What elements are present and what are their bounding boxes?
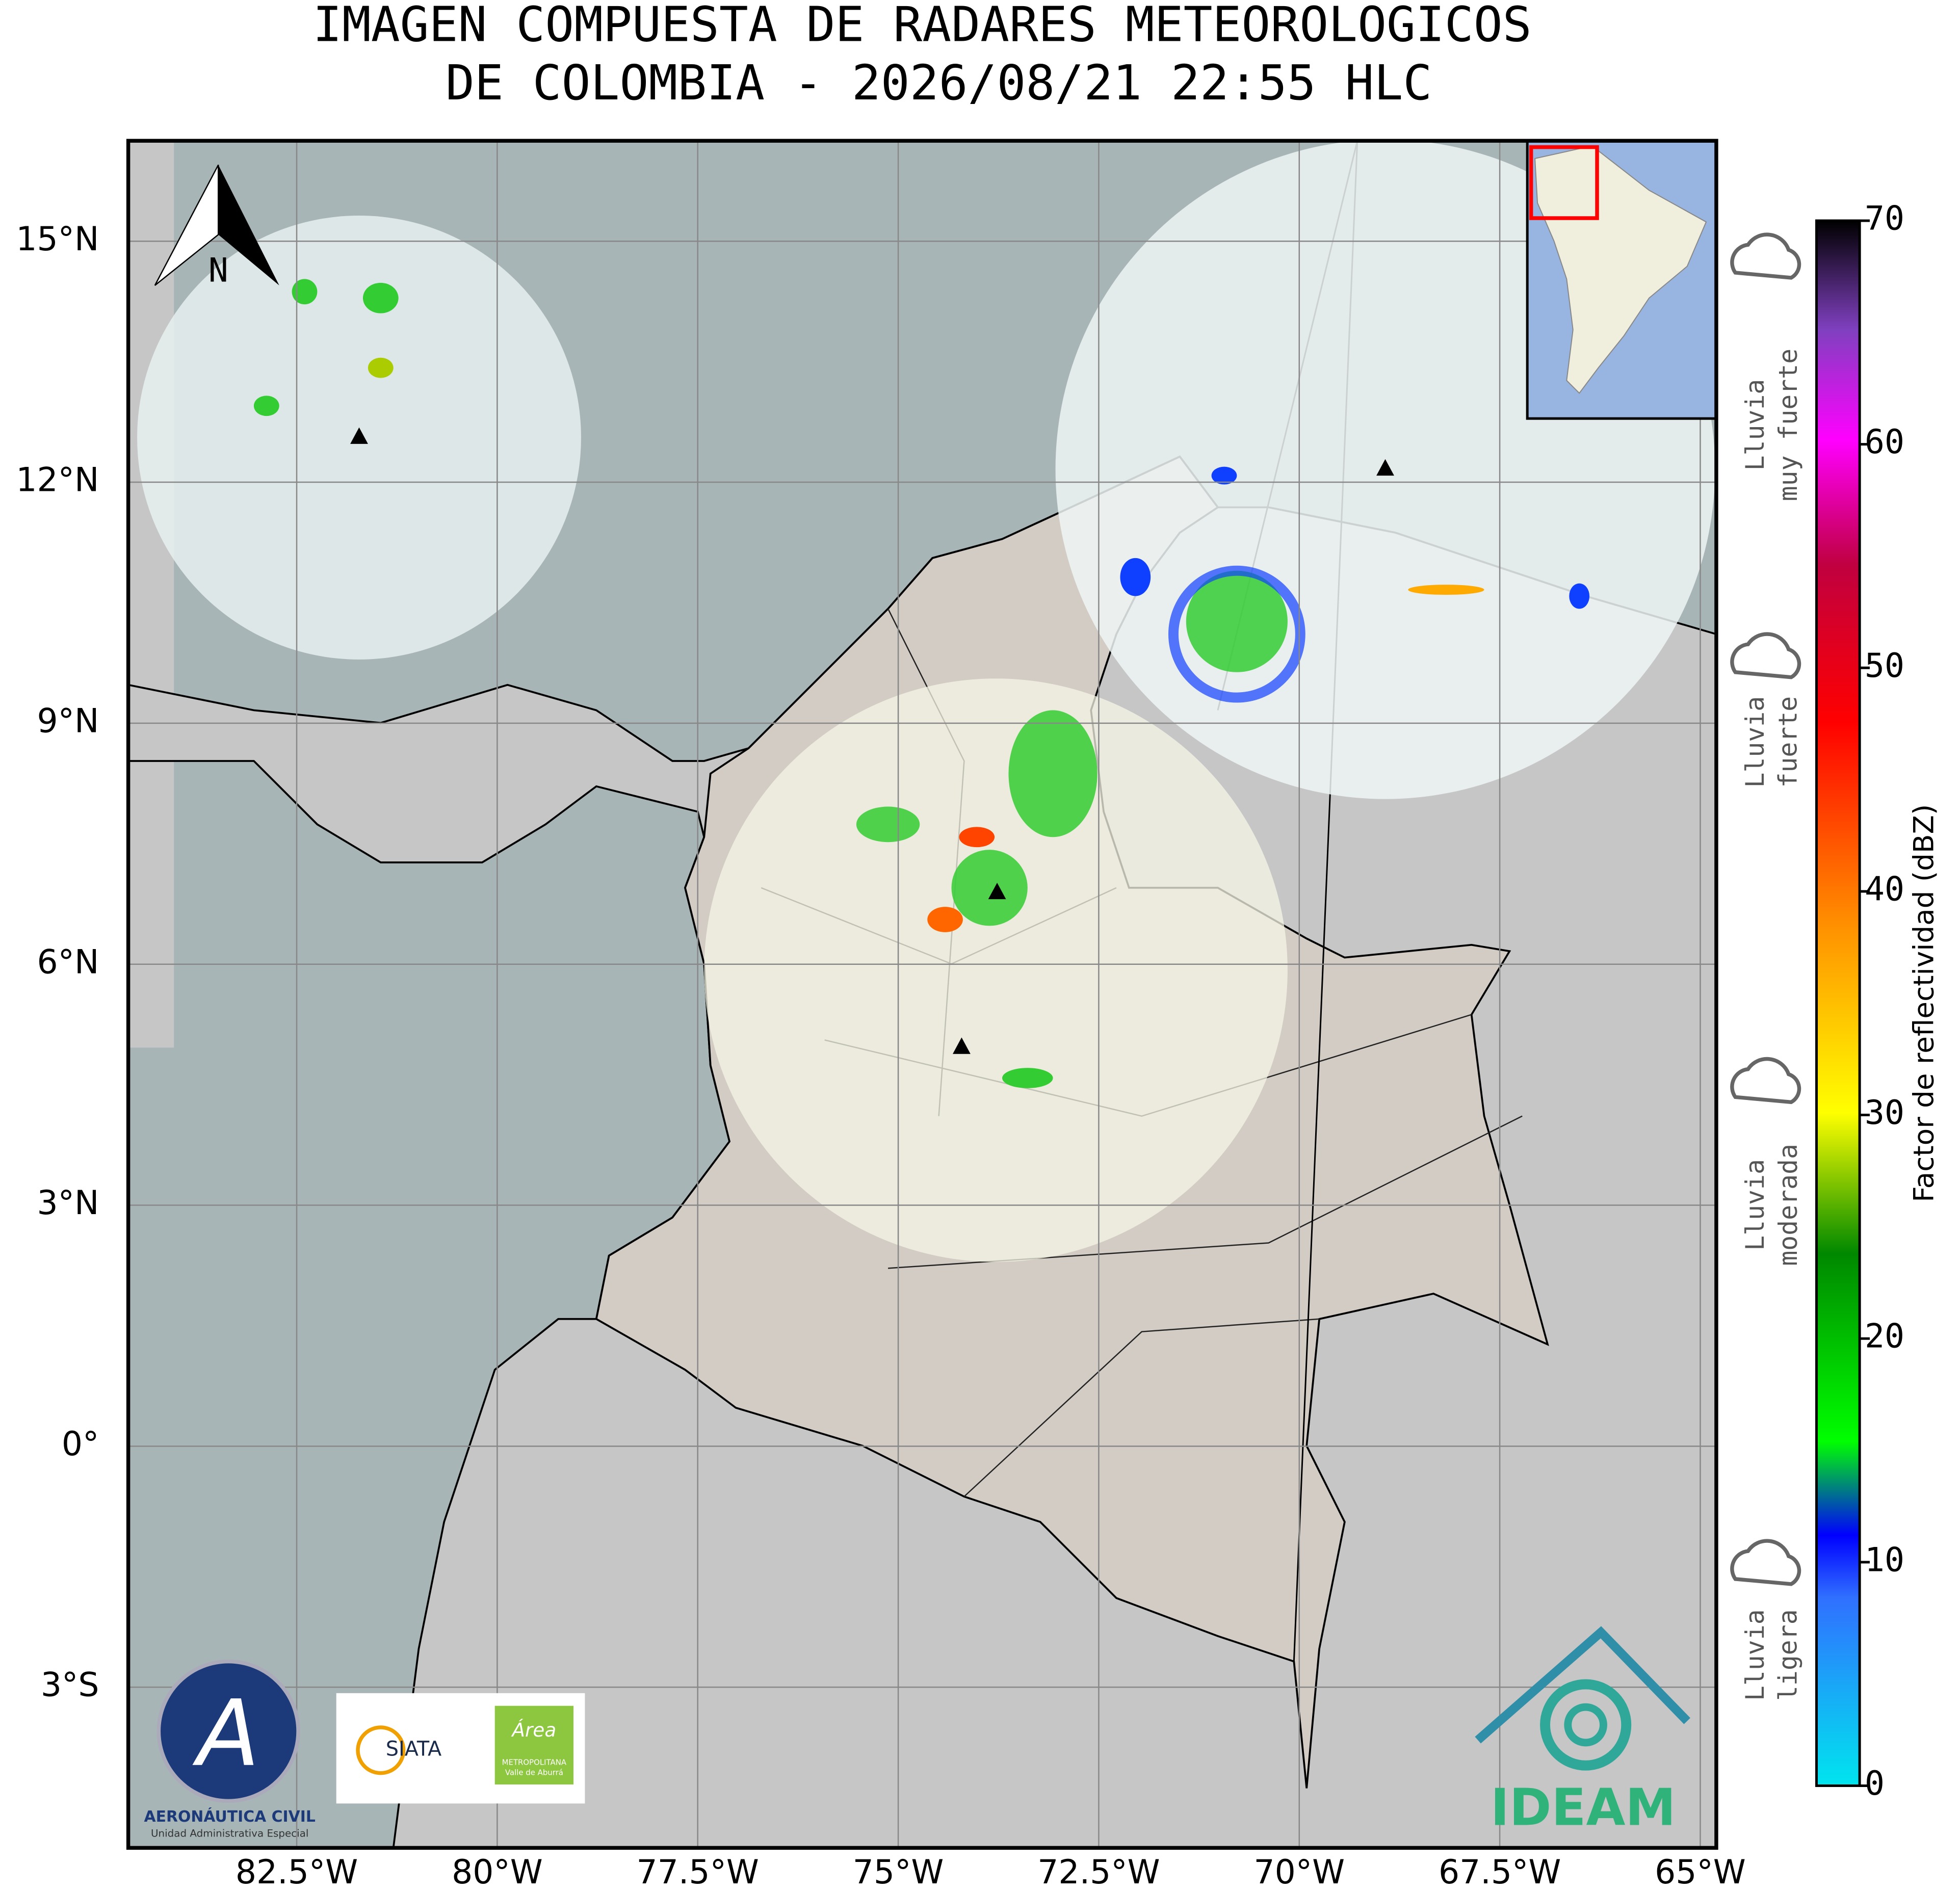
radar-coverage <box>704 678 1288 1262</box>
inset-map <box>1526 141 1716 420</box>
lon-tick-label: 75°W <box>853 1853 944 1891</box>
rain-category-label: Lluvia <box>1740 379 1770 471</box>
rain-category-label: Lluvia <box>1740 696 1770 788</box>
land <box>128 141 174 1048</box>
lat-tick-label: 6°N <box>37 943 99 981</box>
lat-tick-label: 3°S <box>41 1666 99 1704</box>
lon-tick-label: 65°W <box>1655 1853 1746 1891</box>
weather-icon <box>1730 1539 1801 1586</box>
colorbar-tick-label: 20 <box>1865 1318 1904 1356</box>
radar-echoes <box>253 279 1590 1088</box>
lon-tick-label: 77.5°W <box>637 1853 759 1891</box>
colorbar-tick-label: 10 <box>1865 1541 1904 1579</box>
title-line: DE COLOMBIA - 2026/08/21 22:55 HLC <box>446 55 1432 111</box>
axis-labels: 82.5°W 80°W 77.5°W 75°W 72.5°W 70°W 67.5°W 65°W… <box>16 220 1745 1891</box>
lon-tick-label: 80°W <box>452 1853 543 1891</box>
lon-tick-label: 82.5°W <box>236 1853 358 1891</box>
colorbar-tick-label: 50 <box>1865 647 1904 685</box>
colorbar-label: Factor de reflectividad (dBZ) <box>1907 804 1940 1202</box>
rain-category-label: moderada <box>1773 1144 1803 1266</box>
logo-aerocivil: A AERONÁUTICA CIVIL Unidad Administrativ… <box>144 1659 316 1840</box>
colorbar-tick-label: 30 <box>1865 1094 1904 1132</box>
rain-category-label: Lluvia <box>1740 1609 1770 1701</box>
lat-tick-label: 9°N <box>37 702 99 740</box>
lat-tick-label: 3°N <box>37 1184 99 1222</box>
north-label: N <box>208 252 228 290</box>
rain-category-label: muy fuerte <box>1773 349 1803 502</box>
colorbar-tick-label: 60 <box>1865 423 1904 461</box>
logo-text: AERONÁUTICA CIVIL <box>144 1807 316 1826</box>
lat-tick-label: 12°N <box>16 461 99 500</box>
logo-text: IDEAM <box>1491 1779 1676 1837</box>
rain-category-label: fuerte <box>1773 696 1803 788</box>
lon-tick-label: 70°W <box>1253 1853 1345 1891</box>
logo-siata-area: SIATA Área METROPOLITANA Valle de Aburrá <box>336 1693 585 1804</box>
colorbar-tick-label: 40 <box>1865 870 1904 908</box>
logo-text: Valle de Aburrá <box>505 1768 563 1777</box>
map-area: N A AERONÁUTICA CIVIL Unidad Administrat… <box>128 141 1716 1848</box>
title-line: IMAGEN COMPUESTA DE RADARES METEOROLOGIC… <box>313 0 1532 53</box>
colorbar-ticks: 0 10 20 30 40 50 60 70 <box>1860 200 1904 1803</box>
rain-category-label: Lluvia <box>1740 1159 1770 1251</box>
logo-glyph: A <box>192 1681 260 1787</box>
logo-text: METROPOLITANA <box>502 1758 567 1767</box>
logo-text: Unidad Administrativa Especial <box>151 1828 308 1840</box>
radar-sites <box>350 427 1394 1054</box>
lat-tick-label: 0° <box>62 1425 99 1463</box>
colorbar <box>1815 219 1861 1787</box>
map-frame <box>126 139 1718 1850</box>
grid <box>128 141 1716 1848</box>
logo-text: Área <box>511 1719 557 1741</box>
lon-tick-label: 67.5°W <box>1439 1853 1561 1891</box>
weather-icon <box>1730 232 1801 280</box>
lat-tick-label: 15°N <box>16 220 99 258</box>
weather-icon <box>1730 1057 1801 1105</box>
colorbar-tick-label: 0 <box>1865 1765 1885 1803</box>
weather-icon <box>1730 632 1801 679</box>
rain-category-label: ligera <box>1773 1609 1803 1701</box>
colorbar-tick-label: 70 <box>1865 200 1904 238</box>
lon-tick-label: 72.5°W <box>1037 1853 1160 1891</box>
logo-text: SIATA <box>386 1737 442 1761</box>
logo-ideam: IDEAM <box>1475 1626 1690 1837</box>
